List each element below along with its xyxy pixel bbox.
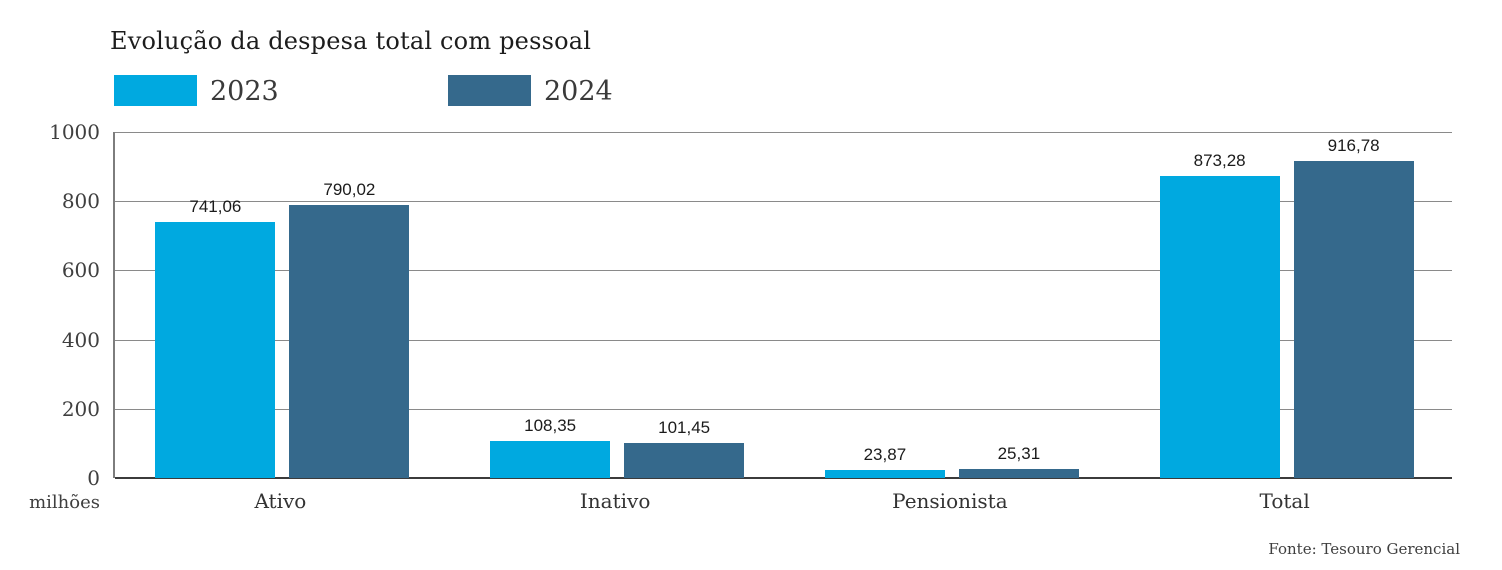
legend-item-2024: 2024 [448,75,613,106]
value-label-pensionista-2024: 25,31 [997,444,1041,464]
category-label-ativo: Ativo [254,489,307,513]
value-label-inativo-2023: 108,35 [524,415,577,435]
bar-pensionista-2023 [824,469,945,478]
value-label-total-2024: 916,78 [1327,135,1380,155]
legend-swatch-2024 [448,75,531,106]
y-tick-label-800: 800 [61,189,100,214]
gridline-1000 [115,132,1452,133]
value-label-pensionista-2023: 23,87 [863,444,907,464]
gridline-800 [115,201,1452,203]
legend-swatch-2023 [114,75,197,106]
value-label-ativo-2023: 741,06 [189,196,242,216]
bar-inativo-2024 [624,442,745,478]
bar-ativo-2023 [155,221,276,478]
legend-item-2023: 2023 [114,75,279,106]
chart-title: Evolução da despesa total com pessoal [110,27,592,55]
gridline-400 [115,339,1452,341]
legend-label-2023: 2023 [210,76,279,107]
bar-ativo-2024 [289,204,410,478]
bar-total-2024 [1293,160,1414,478]
plot-area: 741,06 790,02 108,35 101,45 23,87 25,31 873,28… [113,132,1452,479]
y-tick-label-600: 600 [61,258,100,283]
gridline-200 [115,408,1452,410]
x-axis-line [115,477,1452,479]
y-axis-labels: 0 200 400 600 800 1000 [0,122,100,488]
x-axis-labels: Ativo Inativo Pensionista Total [113,489,1452,515]
bar-pensionista-2024 [958,469,1079,478]
y-tick-label-200: 200 [61,396,100,421]
gridline-600 [115,270,1452,272]
bar-inativo-2023 [490,440,611,478]
category-label-total: Total [1259,489,1310,513]
legend: 2023 2024 [0,75,1502,107]
value-label-ativo-2024: 790,02 [323,179,376,199]
y-axis-unit-label: milhões [29,492,100,513]
value-label-inativo-2024: 101,45 [658,417,711,437]
y-tick-label-1000: 1000 [49,120,100,144]
value-label-total-2023: 873,28 [1193,150,1246,170]
category-label-inativo: Inativo [579,489,651,513]
y-tick-label-400: 400 [61,327,100,352]
y-tick-label-0: 0 [87,466,100,490]
legend-label-2024: 2024 [544,76,613,107]
bar-total-2023 [1159,175,1280,478]
category-label-pensionista: Pensionista [892,489,1008,513]
source-note: Fonte: Tesouro Gerencial [1268,540,1460,558]
